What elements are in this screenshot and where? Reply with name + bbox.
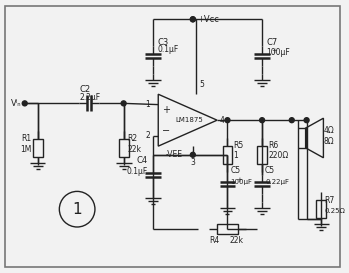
Text: 22k: 22k: [229, 236, 244, 245]
Text: 220Ω: 220Ω: [268, 151, 288, 160]
Text: R1: R1: [22, 135, 32, 144]
Text: −: −: [162, 126, 170, 136]
Bar: [217, 224, 238, 234]
Text: C2: C2: [79, 85, 90, 94]
Text: R5: R5: [233, 141, 244, 150]
Text: 0.22μF: 0.22μF: [265, 179, 289, 185]
Text: R4: R4: [210, 236, 220, 245]
Text: 1: 1: [146, 100, 150, 109]
Text: 4Ω: 4Ω: [324, 126, 334, 135]
Text: 2: 2: [146, 131, 150, 140]
Text: -VEE: -VEE: [165, 150, 182, 159]
Circle shape: [260, 118, 265, 123]
Text: Vᴵₙ: Vᴵₙ: [11, 99, 22, 108]
Bar: [298, 128, 306, 148]
Text: 5: 5: [200, 80, 205, 89]
Text: C5: C5: [230, 166, 240, 175]
Text: 22k: 22k: [128, 145, 142, 154]
Text: 3: 3: [191, 158, 196, 167]
Text: C4: C4: [136, 156, 147, 165]
Text: LM1875: LM1875: [175, 117, 203, 123]
Circle shape: [191, 17, 195, 22]
Text: 8Ω: 8Ω: [324, 137, 334, 146]
Text: 1: 1: [72, 202, 82, 217]
Text: R7: R7: [325, 196, 335, 205]
Text: C5: C5: [265, 166, 275, 175]
Text: C7: C7: [266, 38, 277, 47]
Text: +Vcc: +Vcc: [197, 15, 219, 24]
Circle shape: [191, 17, 195, 22]
Bar: [119, 139, 128, 157]
Text: R2: R2: [128, 135, 138, 144]
Bar: [223, 146, 232, 164]
Circle shape: [121, 101, 126, 106]
Text: 2.2μF: 2.2μF: [79, 93, 100, 102]
Text: 1M: 1M: [20, 145, 32, 154]
Text: R6: R6: [268, 141, 278, 150]
Text: C3: C3: [157, 38, 169, 47]
Text: 100μF: 100μF: [230, 179, 252, 185]
Text: 0.1μF: 0.1μF: [126, 167, 147, 176]
Text: +: +: [162, 105, 170, 115]
Text: 100μF: 100μF: [266, 48, 290, 57]
Bar: [33, 139, 43, 157]
Circle shape: [22, 101, 27, 106]
Text: 4: 4: [220, 116, 225, 125]
Circle shape: [289, 118, 294, 123]
Text: +: +: [236, 177, 242, 183]
Text: 1: 1: [233, 151, 238, 160]
Text: 0.1μF: 0.1μF: [157, 46, 178, 54]
Circle shape: [191, 152, 195, 157]
Bar: [317, 200, 326, 218]
Text: 0.25Ω: 0.25Ω: [325, 208, 345, 214]
Bar: [257, 146, 267, 164]
Circle shape: [304, 118, 309, 123]
Circle shape: [225, 118, 230, 123]
Text: +: +: [271, 48, 277, 54]
